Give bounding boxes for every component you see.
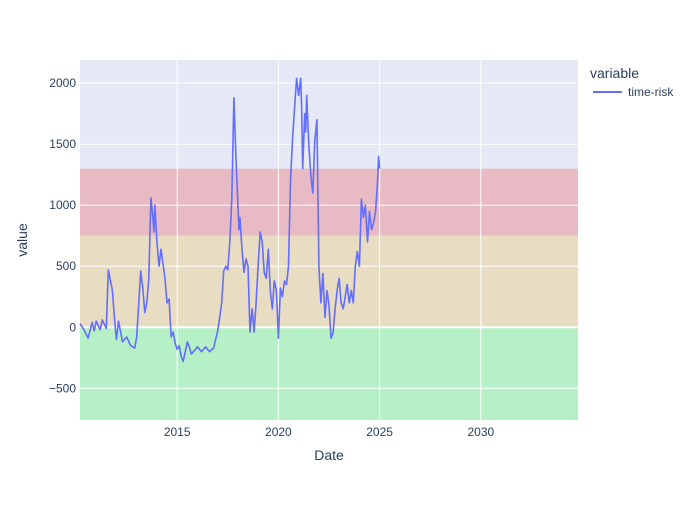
legend: variable time-risk (590, 65, 674, 99)
x-tick-label: 2015 (164, 425, 191, 439)
y-axis-ticks: −500 0 500 1000 1500 2000 (49, 76, 76, 395)
x-axis-ticks: 2015 2020 2025 2030 (164, 425, 495, 439)
y-axis-title: value (14, 223, 30, 257)
x-axis-title: Date (314, 447, 344, 463)
series-line-time-risk (79, 77, 381, 363)
y-tick-label: 500 (56, 259, 76, 273)
gridlines (80, 60, 578, 420)
y-tick-label: 1500 (49, 137, 76, 151)
legend-item[interactable]: time-risk (593, 85, 674, 99)
y-tick-label: 1000 (49, 198, 76, 212)
risk-band-3 (80, 60, 578, 169)
risk-bands (80, 60, 578, 420)
y-tick-label: 0 (69, 320, 76, 334)
x-tick-label: 2030 (467, 425, 494, 439)
legend-label: time-risk (628, 85, 674, 99)
x-tick-label: 2025 (366, 425, 393, 439)
risk-band-2 (80, 168, 578, 236)
x-tick-label: 2020 (265, 425, 292, 439)
series-layer (79, 77, 381, 363)
legend-title: variable (590, 65, 639, 81)
y-tick-label: −500 (49, 381, 76, 395)
risk-band-0 (80, 327, 578, 420)
y-tick-label: 2000 (49, 76, 76, 90)
